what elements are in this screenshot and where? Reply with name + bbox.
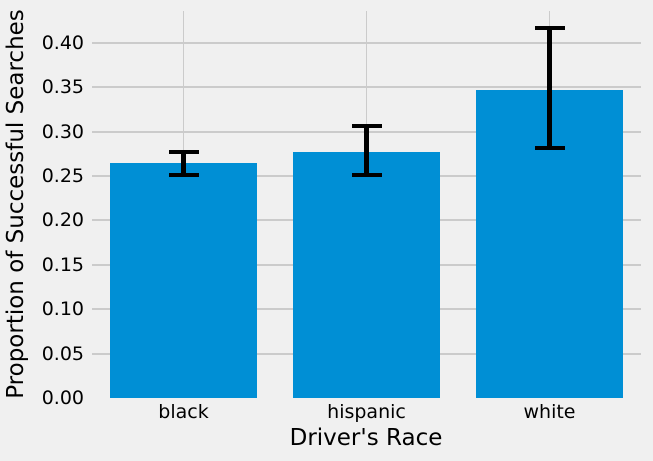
y-tick-label-0.40: 0.40 [41,31,84,54]
y-tick-label-0.15: 0.15 [41,253,84,276]
x-tick-label-white: white [523,401,576,423]
error-bar-cap-bottom-black [168,173,199,178]
error-bar-line-white [547,27,552,149]
error-bar-cap-bottom-white [534,146,565,151]
error-bar-cap-top-hispanic [351,124,382,129]
x-tick-label-black: black [158,401,209,423]
y-tick-label-0.20: 0.20 [41,209,84,232]
error-bar-line-black [181,152,186,176]
x-axis-label: Driver's Race [289,425,443,451]
error-bar-cap-top-black [168,150,199,155]
y-tick-label-0.00: 0.00 [41,387,84,409]
y-tick-label-0.25: 0.25 [41,164,84,187]
error-bar-cap-top-white [534,25,565,30]
y-tick-label-0.30: 0.30 [41,120,84,143]
bar-black [110,162,257,398]
y-axis-label: Proportion of Successful Searches [3,9,29,399]
plot-area [92,11,641,398]
error-bar-cap-bottom-hispanic [351,173,382,178]
x-tick-label-hispanic: hispanic [327,401,406,423]
bar-hispanic [293,152,440,398]
y-tick-label-0.35: 0.35 [41,76,84,99]
y-tick-label-0.05: 0.05 [41,342,84,365]
y-tick-label-0.10: 0.10 [41,298,84,321]
error-bar-line-hispanic [364,126,369,176]
